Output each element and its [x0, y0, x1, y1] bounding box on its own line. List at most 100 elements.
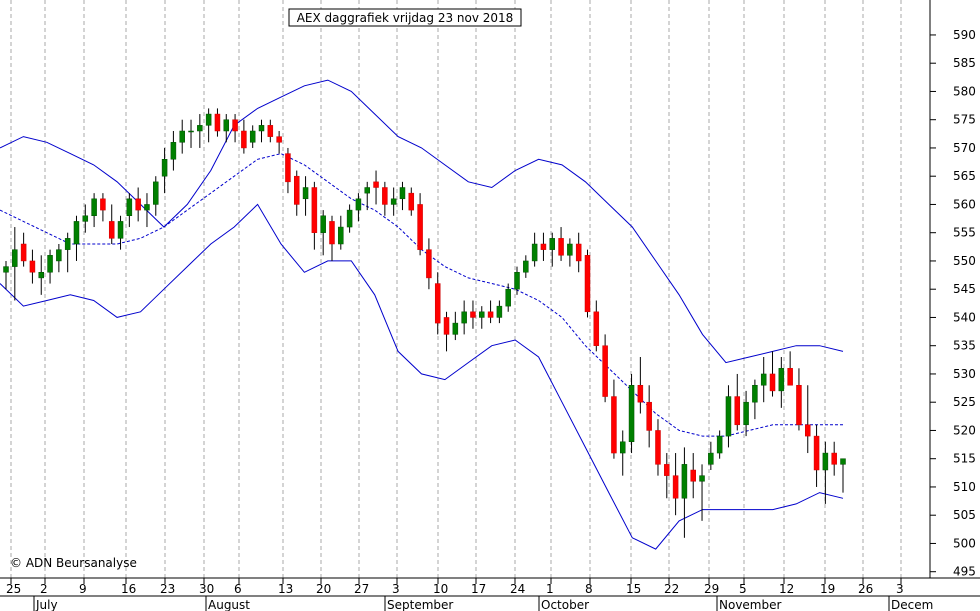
month-label: October [541, 598, 589, 611]
month-label: September [387, 598, 453, 611]
candle-up [496, 305, 503, 318]
candle-up [479, 311, 485, 318]
candle-up [725, 396, 732, 437]
x-tick-label: 5 [739, 582, 747, 596]
candle-down [443, 317, 450, 335]
candle-up [38, 272, 44, 279]
candle-up [355, 198, 362, 211]
x-tick-label: 23 [160, 582, 175, 596]
candle-up [117, 221, 124, 239]
candle-up [249, 130, 256, 143]
candle-up [549, 238, 556, 250]
x-tick-label: 27 [354, 582, 369, 596]
candle-up [743, 401, 749, 426]
candle-up [64, 238, 71, 250]
candle-up [338, 226, 344, 245]
candle-up [320, 215, 326, 233]
candle-up [197, 125, 203, 132]
x-tick-label: 29 [704, 582, 719, 596]
candle-up [161, 159, 168, 177]
x-tick-label: 2 [40, 582, 48, 596]
candle-down [690, 469, 696, 482]
candle-up [153, 181, 159, 205]
candle-up [223, 119, 230, 132]
candle-down [487, 311, 494, 318]
x-tick-label: 17 [471, 582, 486, 596]
candle-down [796, 385, 802, 426]
x-tick-label: 8 [585, 582, 593, 596]
x-tick-label: 16 [121, 582, 136, 596]
chart-title: AEX daggrafiek vrijdag 23 nov 2018 [297, 11, 514, 25]
candle-up [716, 435, 723, 454]
candle-down [470, 311, 476, 318]
candle-down [285, 153, 291, 183]
y-tick-label: 510 [953, 480, 976, 494]
y-tick-label: 530 [953, 367, 976, 381]
candle-up [56, 249, 62, 262]
candle-down [637, 385, 644, 403]
y-tick-label: 555 [953, 226, 976, 240]
candle-down [769, 373, 776, 392]
candle-down [373, 181, 379, 188]
candle-up [628, 385, 635, 442]
candle-down [108, 221, 115, 239]
y-tick-label: 495 [953, 565, 976, 579]
candle-up [170, 142, 177, 160]
candle-up [523, 260, 529, 273]
candle-down [602, 345, 608, 397]
candle-up [760, 373, 767, 386]
y-tick-label: 565 [953, 169, 976, 183]
grid-lines [10, 0, 902, 578]
watermark-text: © ADN Beursanalyse [10, 556, 137, 570]
candle-down [100, 198, 106, 211]
y-tick-label: 525 [953, 395, 976, 409]
candle-down [135, 198, 141, 211]
y-tick-label: 535 [953, 339, 976, 353]
y-tick-label: 575 [953, 113, 976, 127]
candle-down [734, 396, 741, 426]
x-tick-label: 20 [316, 582, 331, 596]
candle-up [619, 441, 626, 454]
x-tick-label: 24 [510, 582, 525, 596]
y-tick-label: 560 [953, 197, 976, 211]
candle-up [390, 198, 397, 205]
candle-down [575, 243, 582, 262]
candle-up [205, 113, 212, 126]
candle-down [329, 221, 335, 245]
candle-down [434, 283, 441, 324]
candle-up [461, 311, 467, 324]
candle-up [364, 187, 370, 194]
y-tick-label: 515 [953, 452, 976, 466]
x-tick-label: 12 [779, 582, 794, 596]
month-label: July [35, 598, 58, 611]
candle-up [531, 243, 538, 262]
candle-down [831, 452, 837, 465]
candle-up [73, 221, 80, 245]
x-tick-label: 15 [626, 582, 641, 596]
candle-up [752, 385, 758, 403]
y-tick-label: 580 [953, 84, 976, 98]
candle-up [302, 187, 309, 200]
candle-up [144, 204, 150, 211]
candle-down [267, 125, 274, 137]
y-tick-label: 590 [953, 28, 976, 42]
chart-title-frame [288, 8, 522, 27]
candle-up [3, 266, 9, 273]
candle-up [514, 272, 520, 290]
candle-down [593, 311, 600, 346]
candle-up [346, 209, 353, 228]
candle-down [805, 424, 811, 437]
candle-down [646, 401, 652, 431]
candle-down [611, 396, 617, 454]
x-tick-label: 26 [858, 582, 873, 596]
candle-up [179, 130, 185, 143]
y-tick-label: 520 [953, 423, 976, 437]
candle-up [567, 243, 573, 256]
x-tick-label: 13 [278, 582, 293, 596]
candle-down [232, 119, 238, 132]
candle-down [655, 430, 661, 465]
candle-up [399, 187, 406, 200]
month-label: Decem [891, 598, 933, 611]
y-tick-label: 505 [953, 508, 976, 522]
candle-up [778, 368, 785, 392]
